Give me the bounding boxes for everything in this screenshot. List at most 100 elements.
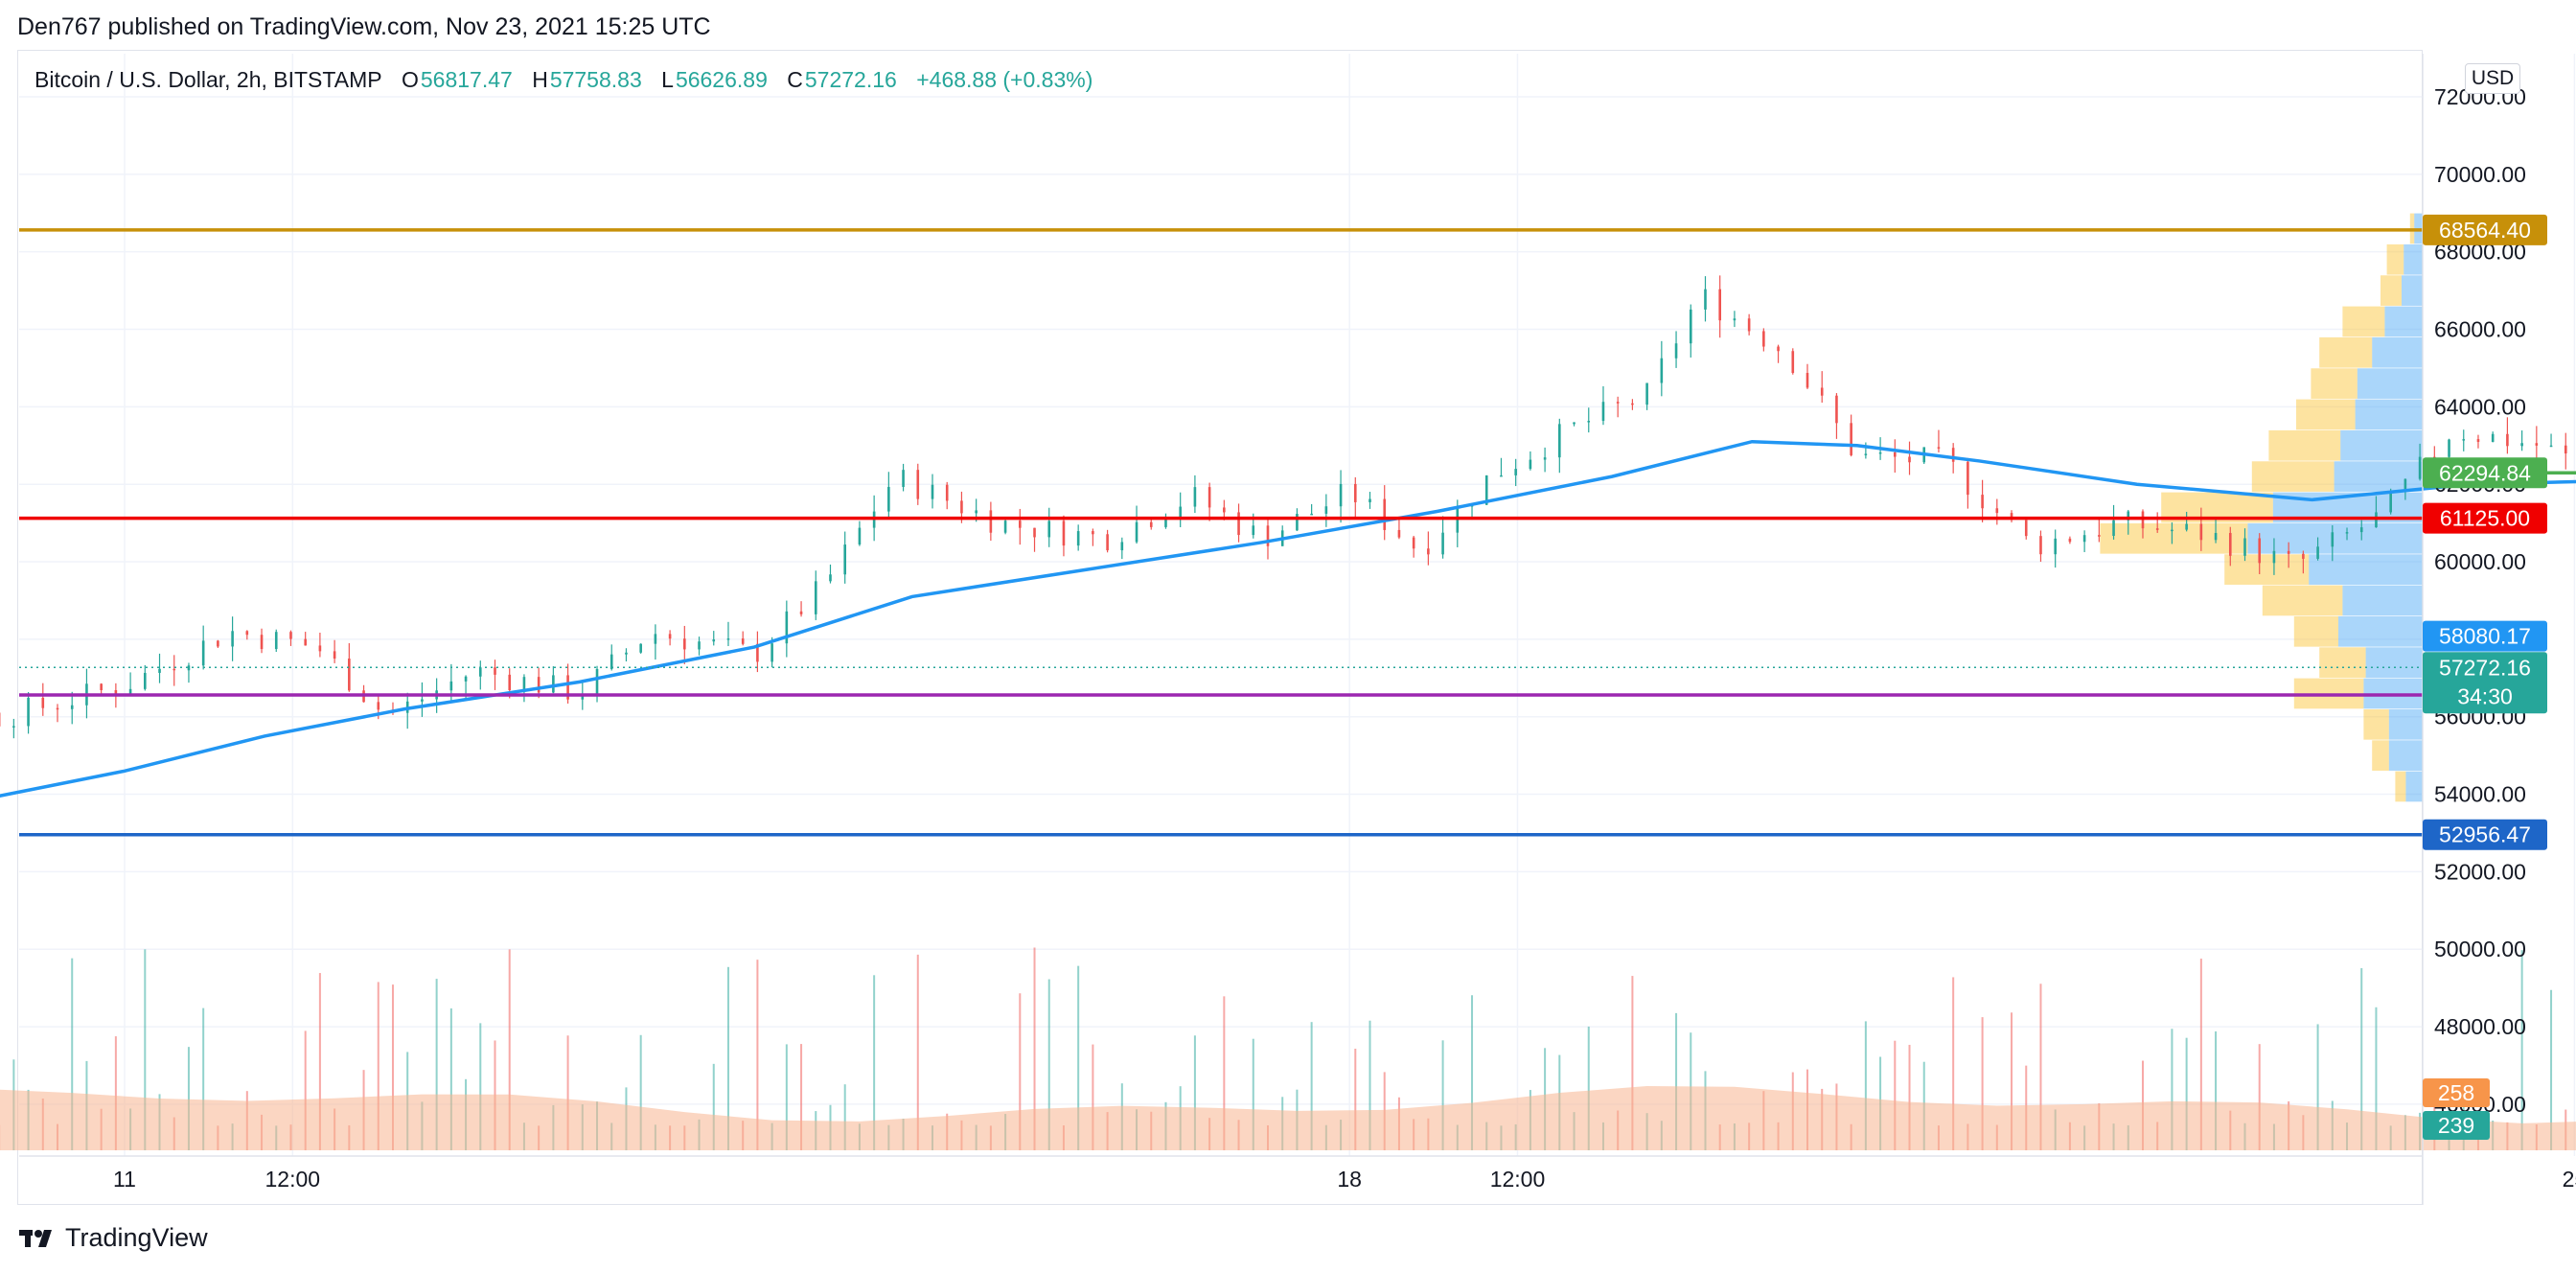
volume-bar	[2258, 1044, 2261, 1150]
tradingview-brand[interactable]: TradingView	[19, 1223, 208, 1253]
volume-bar	[2360, 968, 2363, 1150]
candle-body	[989, 510, 993, 533]
candle-body	[1164, 519, 1167, 527]
volume-bar	[1952, 977, 1955, 1150]
candle-body	[2098, 535, 2101, 537]
candle-body	[1806, 373, 1809, 388]
candle-body	[2389, 491, 2392, 513]
volume-bar	[318, 973, 321, 1150]
volume-badge-text: 239	[2438, 1113, 2474, 1138]
candle-body	[1397, 529, 1401, 538]
candle-body	[1296, 514, 1299, 531]
level-label-text: 68564.40	[2439, 218, 2531, 243]
low-label: L	[661, 67, 674, 92]
volume-bars	[0, 947, 2576, 1150]
volume-bar	[377, 982, 380, 1150]
candle-body	[625, 652, 628, 655]
x-tick-label: 12:00	[265, 1167, 321, 1192]
candle-body	[318, 645, 322, 652]
candle-body	[2185, 523, 2188, 530]
candle-body	[1864, 453, 1868, 455]
volume-bar	[1252, 1038, 1254, 1150]
level-label-text: 62294.84	[2439, 460, 2531, 485]
candle-body	[887, 486, 890, 512]
volume-bar	[1368, 1020, 1371, 1150]
candle-body	[1820, 387, 1824, 396]
publish-info: Den767 published on TradingView.com, Nov…	[17, 13, 711, 40]
candle-body	[245, 631, 249, 636]
price-label-text: 58080.17	[2439, 624, 2531, 649]
candle-body	[1120, 542, 1124, 551]
candle-body	[41, 697, 45, 708]
volume-bar	[2215, 1030, 2218, 1150]
candle-body	[128, 688, 132, 696]
candle-body	[1092, 531, 1094, 535]
candle-body	[1310, 513, 1313, 516]
candle-body	[1179, 506, 1182, 520]
y-tick-label: 66000.00	[2434, 317, 2526, 342]
candle-body	[668, 634, 672, 639]
volume-bar	[2011, 1012, 2013, 1150]
candle-body	[1762, 331, 1765, 347]
profile-bar-down	[2363, 708, 2389, 740]
moving-average	[0, 439, 2576, 798]
horizontal-levels	[19, 228, 2576, 837]
volume-bar	[1092, 1044, 1094, 1150]
symbol-name[interactable]: Bitcoin / U.S. Dollar, 2h, BITSTAMP	[34, 67, 382, 92]
candle-body	[1616, 402, 1620, 404]
candle-body	[2476, 439, 2480, 442]
candle-body	[2491, 433, 2495, 442]
candle-body	[595, 668, 599, 697]
volume-badge	[2423, 1078, 2490, 1107]
level-label-bg	[2423, 819, 2547, 850]
x-tick-label: 11	[113, 1167, 136, 1192]
x-tick-label: 12:00	[1490, 1167, 1546, 1192]
candle-body	[1937, 447, 1941, 449]
candle-body	[187, 665, 191, 671]
candle-body	[1484, 474, 1488, 505]
volume-bar	[391, 984, 394, 1150]
candle-body	[1704, 289, 1707, 310]
ma-line	[0, 439, 2576, 798]
volume-bar	[785, 1044, 788, 1150]
y-tick-label: 50000.00	[2434, 937, 2526, 961]
candle-body	[566, 675, 569, 700]
candle-body	[2418, 456, 2422, 479]
candle-body	[1368, 498, 1371, 502]
axes: 72000.0070000.0068000.0066000.0064000.00…	[19, 54, 2576, 1205]
candle-body	[2520, 443, 2523, 447]
candle-body	[1208, 487, 1211, 508]
volume-bar	[1223, 996, 1226, 1150]
profile-bar-up	[2247, 522, 2423, 554]
low-value: 56626.89	[675, 67, 768, 92]
grid	[19, 54, 2576, 1156]
candle-body	[144, 672, 147, 689]
candle-body	[537, 677, 540, 693]
volume-bar	[187, 1047, 190, 1150]
volume-bar	[726, 966, 729, 1150]
candle-body	[12, 726, 15, 728]
candle-body	[1047, 521, 1051, 538]
symbol-header: Bitcoin / U.S. Dollar, 2h, BITSTAMP O568…	[34, 67, 1106, 93]
candle-body	[902, 470, 905, 487]
volume-bar	[479, 1023, 482, 1150]
candle-body	[2448, 439, 2450, 457]
currency-button[interactable]: USD	[2465, 63, 2520, 94]
y-tick-label: 54000.00	[2434, 782, 2526, 807]
volume-badge-text: 258	[2438, 1080, 2474, 1105]
candle-body	[785, 611, 789, 644]
price-label-bg	[2423, 620, 2547, 652]
candle-body	[1353, 483, 1357, 502]
candle-body	[494, 667, 496, 675]
candle-body	[289, 632, 292, 639]
volume-bar	[304, 1030, 307, 1150]
volume-bar	[1354, 1049, 1357, 1150]
candle-body	[683, 638, 686, 650]
candle-body	[1674, 343, 1678, 359]
profile-bar-up	[2340, 429, 2423, 461]
candle-body	[1878, 451, 1882, 454]
candle-body	[274, 632, 278, 650]
candle-body	[1951, 448, 1955, 462]
candle-body	[2345, 532, 2349, 534]
